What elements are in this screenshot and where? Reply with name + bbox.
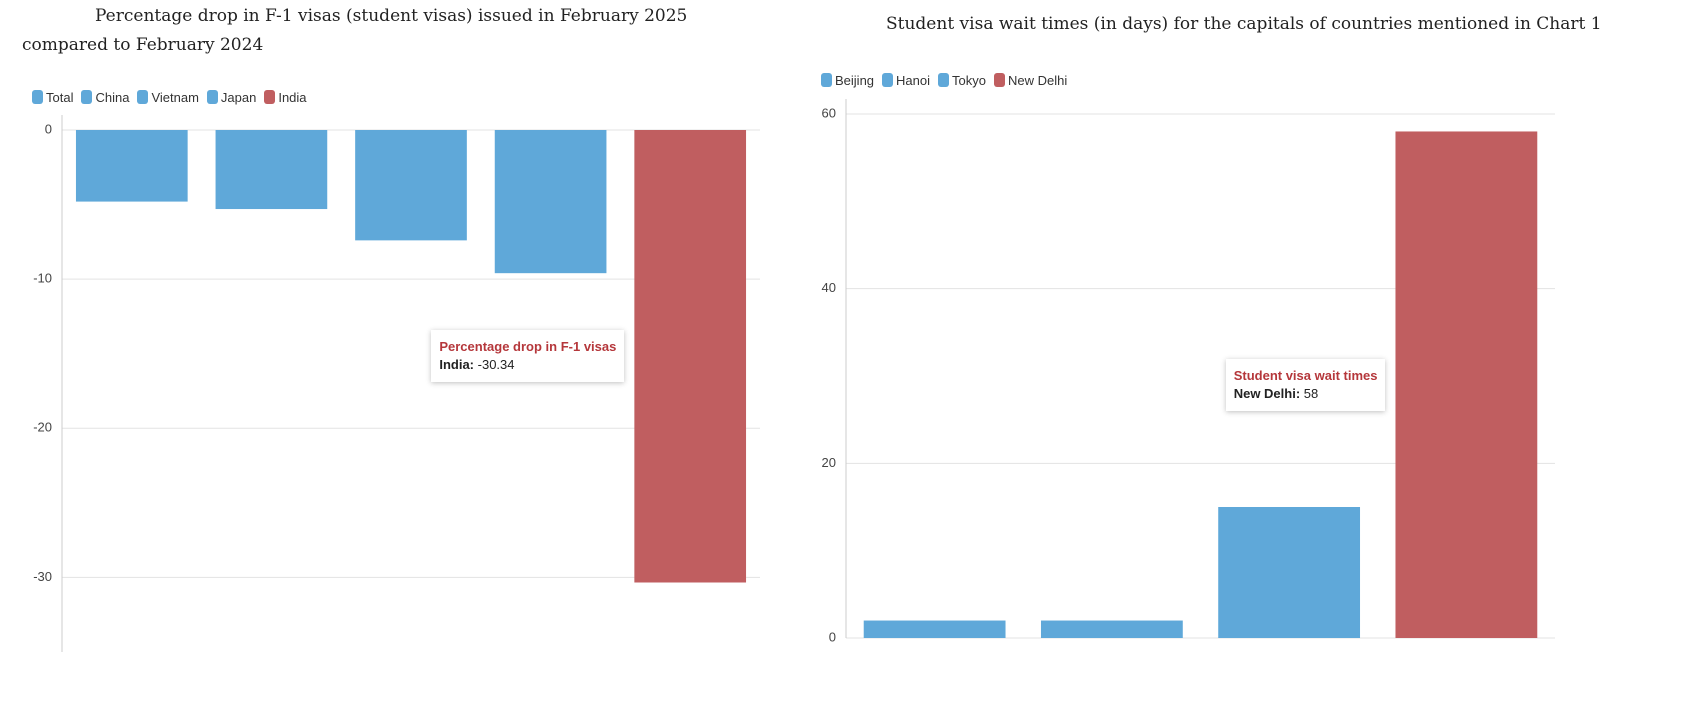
bar [75,130,188,202]
legend-item: China [81,90,129,105]
legend-swatch [206,90,218,104]
bar [863,620,1006,638]
tooltip-label: New Delhi: [1233,385,1301,401]
legend-item: Hanoi [882,73,930,88]
legend-item: Beijing [821,73,874,88]
legend-swatch [32,90,43,104]
legend-item: Japan [206,90,257,105]
legend-label: China [95,90,130,105]
bar [1395,131,1538,638]
legend-label: Hanoi [896,73,930,88]
tooltip: Percentage drop in F-1 visas India: -30.3… [431,330,625,383]
legend-label: India [278,90,307,105]
y-tick-label: 20 [822,455,836,470]
legend-label: Japan [220,90,257,105]
legend-swatch [993,73,1005,87]
y-tick-label: 0 [45,121,52,136]
tooltip-value: -30.34 [477,357,515,373]
legend-swatch [821,73,832,87]
legend: Beijing Hanoi Tokyo New Delhi [821,73,1067,88]
bar [634,130,747,583]
tooltip: Student visa wait times New Delhi: 58 [1225,358,1386,411]
legend: Total China Vietnam Japan India [32,90,307,105]
chart-title: Student visa wait times (in days) for th… [886,14,1602,34]
tooltip-title: Percentage drop in F-1 visas [439,339,617,355]
bar [355,130,467,241]
legend-item: Tokyo [938,73,986,88]
legend-label: New Delhi [1007,73,1068,88]
tooltip-row: India: -30.34 [439,356,616,374]
chart-title: Percentage drop in F-1 visas (student vi… [22,6,688,55]
legend-swatch [137,90,149,104]
y-tick-label: 0 [829,629,836,644]
y-tick-label: -20 [33,420,52,435]
legend-label: Beijing [835,73,875,88]
legend-item: Vietnam [137,90,199,105]
bar [1040,620,1183,638]
tooltip-title: Student visa wait times [1233,367,1378,383]
legend-swatch [264,90,276,104]
y-tick-label: 60 [822,105,836,120]
legend-label: Vietnam [151,90,199,105]
legend-swatch [882,73,894,87]
legend-label: Total [46,90,74,105]
bar [494,130,607,274]
bar [1218,507,1361,638]
y-tick-label: 40 [822,280,836,295]
tooltip-value: 58 [1303,385,1319,401]
legend-item: India [264,90,307,105]
y-tick-label: -10 [33,271,52,286]
legend-item: Total [32,90,73,105]
tooltip-row: New Delhi: 58 [1234,385,1378,403]
legend-swatch [938,73,949,87]
bar [215,130,328,210]
y-tick-label: -30 [33,569,52,584]
legend-swatch [81,90,93,104]
tooltip-label: India: [439,357,475,373]
legend-label: Tokyo [952,73,986,88]
legend-item: New Delhi [993,73,1068,88]
